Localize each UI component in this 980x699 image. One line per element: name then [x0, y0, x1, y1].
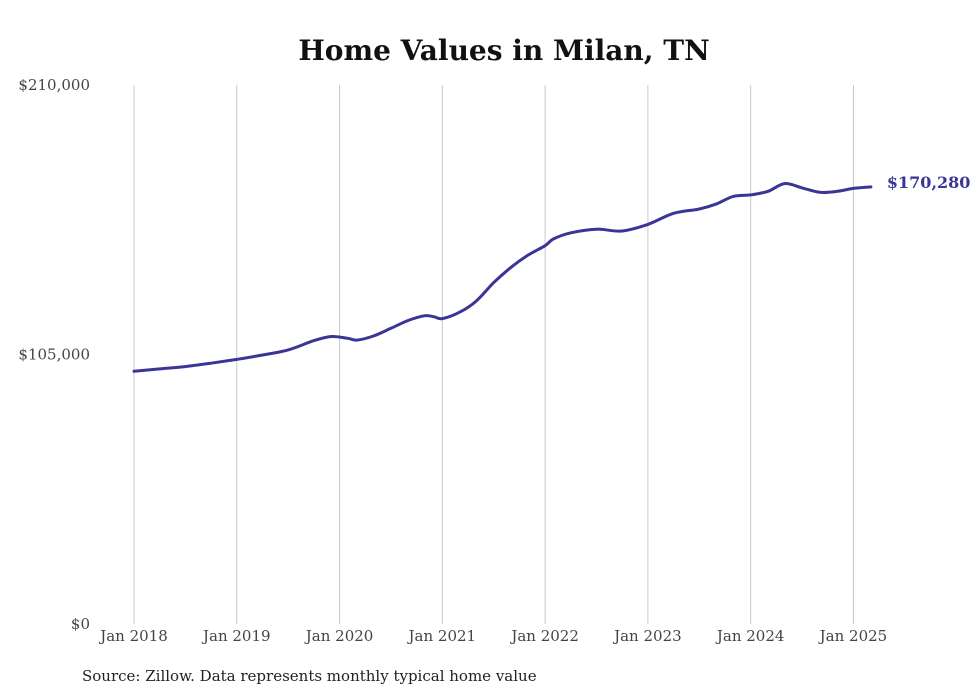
grid-lines	[133, 85, 854, 624]
end-value-label: $170,280	[887, 173, 971, 192]
x-tick-label-0: Jan 2018	[98, 627, 168, 645]
x-tick-label-4: Jan 2022	[509, 627, 579, 645]
x-tick-label-2: Jan 2020	[304, 627, 374, 645]
x-tick-label-7: Jan 2025	[818, 627, 888, 645]
x-tick-label-5: Jan 2023	[612, 627, 682, 645]
x-axis-ticks: Jan 2018 Jan 2019 Jan 2020 Jan 2021 Jan 2022…	[98, 627, 887, 645]
y-tick-label-0: $0	[71, 615, 90, 633]
x-tick-label-6: Jan 2024	[715, 627, 785, 645]
y-tick-label-1: $105,000	[18, 346, 90, 364]
chart-title: Home Values in Milan, TN	[298, 34, 709, 67]
x-tick-label-1: Jan 2019	[201, 627, 271, 645]
x-tick-label-3: Jan 2021	[407, 627, 477, 645]
y-axis-ticks: $0 $105,000 $210,000	[18, 76, 90, 633]
y-tick-label-2: $210,000	[18, 76, 90, 94]
source-note: Source: Zillow. Data represents monthly …	[82, 667, 537, 685]
series-line-0	[132, 182, 873, 373]
series-layer: $170,280	[132, 173, 971, 373]
